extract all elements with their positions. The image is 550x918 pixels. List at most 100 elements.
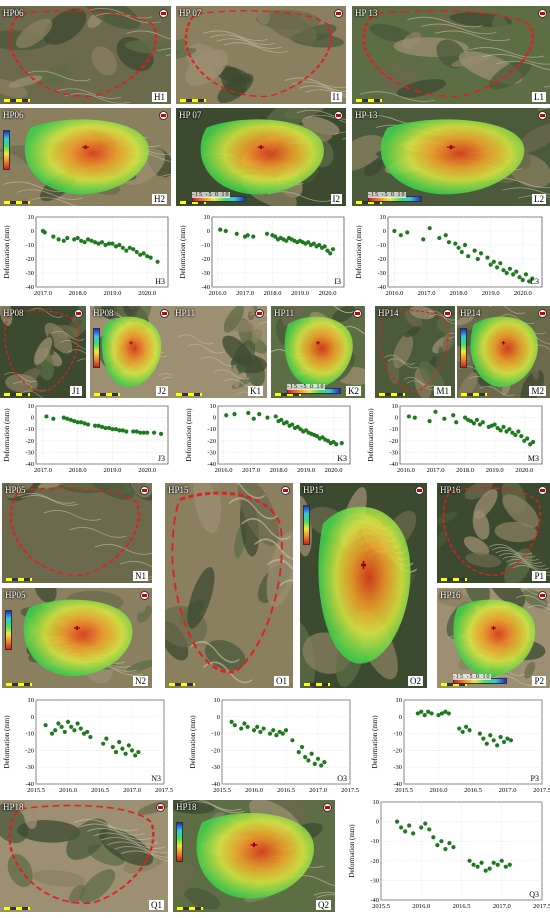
data-point (411, 831, 416, 836)
data-point (399, 825, 404, 830)
data-point (439, 839, 444, 844)
y-tick-label: 10 (373, 799, 380, 806)
data-point (483, 868, 488, 873)
north-arrow-icon (334, 9, 343, 18)
y-tick-label: -10 (393, 731, 402, 738)
image-panel-m2: HP14 M2 (457, 306, 550, 398)
data-point (491, 860, 496, 865)
image-panel-o1: HP15 O1 (165, 483, 293, 688)
y-tick-label: -10 (207, 426, 216, 433)
data-point (279, 417, 284, 423)
data-point (499, 858, 504, 863)
north-arrow-icon (323, 803, 332, 812)
data-point (75, 420, 80, 425)
y-tick-label: -40 (207, 461, 216, 468)
data-point (419, 709, 424, 714)
image-panel-q1: HP18 Q1 (0, 800, 168, 912)
data-point (488, 733, 493, 738)
data-point (319, 763, 324, 768)
plot-frame (211, 216, 345, 288)
y-tick-label: -40 (25, 284, 34, 291)
data-point (113, 244, 118, 249)
data-point (89, 238, 94, 243)
scale-bar (441, 683, 467, 686)
panel-title: HP18 (176, 802, 197, 812)
data-point (330, 247, 336, 252)
y-tick-label: -10 (25, 242, 34, 249)
data-point (406, 414, 411, 419)
chart-svg: -40 -30 -20 -10 0 10 2016.0 2017.0 2018.0 2019.0 2… (367, 403, 543, 474)
panel-title: HP18 (3, 802, 24, 812)
data-point (120, 746, 125, 751)
data-point (86, 237, 91, 242)
x-tick-label: 2020.0 (325, 467, 343, 474)
x-tick-label: 2017.0 (236, 290, 254, 297)
color-bar-ticks: -15 -5 0 10 (368, 192, 406, 198)
x-tick-label: 2019.0 (103, 290, 121, 297)
north-arrow-icon (156, 803, 165, 812)
data-point (127, 245, 132, 250)
data-point (484, 741, 489, 746)
panel-label: H2 (152, 194, 167, 204)
data-point (136, 749, 141, 755)
x-tick-label: 2016.5 (453, 903, 471, 910)
panel-label: P1 (532, 571, 546, 581)
data-point (69, 724, 74, 729)
data-point (44, 414, 49, 419)
x-tick-label: 2018.0 (69, 290, 87, 297)
chart-l3: -40 -30 -20 -10 0 10 2016.0 2017.0 2018.0 2019.0 2… (352, 211, 550, 301)
panel-title: HP05 (5, 590, 26, 600)
data-point (85, 729, 90, 735)
data-point (315, 756, 321, 761)
data-point (415, 711, 420, 716)
image-panel-l1: HP 13 L1 (352, 6, 550, 104)
y-tick-label: -10 (201, 242, 210, 249)
data-point (519, 434, 524, 439)
data-point (295, 424, 300, 429)
north-arrow-icon (538, 111, 547, 120)
y-tick-label: -40 (25, 781, 34, 788)
x-tick-label: 2016.0 (215, 467, 233, 474)
chart-m3: -40 -30 -20 -10 0 10 2016.0 2017.0 2018.0 2019.0 2… (364, 400, 550, 478)
y-axis-label: Deformation (mm) (3, 408, 11, 462)
panel-title: HP08 (93, 308, 114, 318)
data-point (86, 422, 91, 427)
scale-bar (6, 683, 32, 686)
data-point (117, 428, 122, 433)
chart-label: L3 (530, 277, 539, 286)
color-bar-vertical (93, 328, 100, 368)
y-tick-label: -40 (25, 461, 34, 468)
north-arrow-icon (443, 309, 452, 318)
panel-title: HP14 (378, 308, 399, 318)
data-point (462, 242, 468, 248)
data-point (447, 841, 452, 846)
north-arrow-icon (140, 486, 149, 495)
data-point (59, 724, 64, 729)
panel-title: HP05 (5, 485, 26, 495)
y-tick-label: -20 (211, 747, 220, 754)
data-point (62, 729, 67, 735)
y-axis-label: Deformation (mm) (189, 715, 197, 769)
chart-svg: -40 -30 -20 -10 0 10 2017.0 2018.0 2019.0 2020.0 D… (3, 214, 169, 297)
y-tick-label: 10 (204, 214, 211, 221)
x-tick-label: 2017.0 (493, 903, 511, 910)
data-point (525, 436, 530, 441)
data-point (513, 432, 518, 438)
y-tick-label: -30 (377, 270, 386, 277)
scale-bar (356, 201, 382, 204)
data-point (106, 425, 112, 431)
panel-label: N1 (133, 571, 148, 581)
panel-label: K2 (346, 386, 361, 396)
color-bar-vertical (5, 610, 12, 650)
data-point (148, 255, 153, 260)
panel-title: HP16 (440, 485, 461, 495)
data-point (514, 269, 519, 274)
data-point (322, 760, 327, 765)
data-point (477, 422, 482, 427)
data-point (325, 438, 331, 443)
data-point (72, 237, 77, 242)
data-point (49, 731, 55, 736)
x-tick-label: 2015.5 (395, 787, 413, 794)
scale-bar (180, 201, 206, 204)
data-point (451, 844, 456, 850)
